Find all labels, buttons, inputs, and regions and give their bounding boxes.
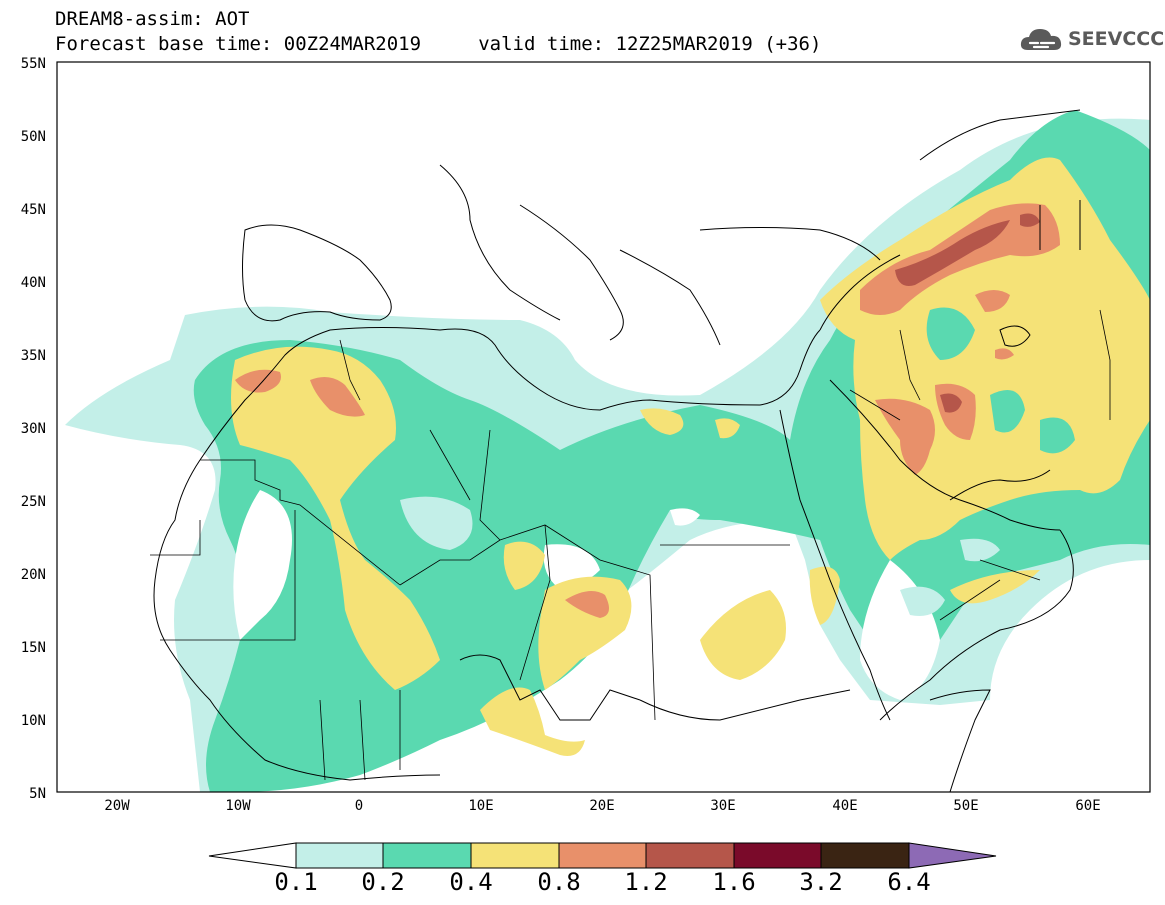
lat-label: 20N (20, 567, 46, 583)
colorbar-segment-1 (295, 842, 384, 869)
colorbar-label: 0.1 (274, 868, 318, 896)
map-frame (56, 61, 1151, 793)
lon-label: 30E (710, 798, 736, 814)
lon-label: 10W (225, 798, 251, 814)
lon-label: 20W (104, 798, 130, 814)
colorbar-segment-8 (908, 842, 997, 869)
forecast-time-line: Forecast base time: 00Z24MAR2019 valid t… (55, 33, 822, 55)
lon-label: 20E (589, 798, 615, 814)
colorbar-label: 0.8 (537, 868, 581, 896)
colorbar-label: 0.2 (361, 868, 405, 896)
colorbar-segment-0 (208, 842, 297, 869)
colorbar-segment-5 (645, 842, 735, 869)
colorbar-segment-7 (820, 842, 910, 869)
aot-fields (65, 110, 1150, 792)
colorbar-segment-3 (470, 842, 560, 869)
lon-label: 40E (832, 798, 858, 814)
map-title: DREAM8-assim: AOT (55, 8, 250, 30)
lat-label: 15N (20, 640, 46, 656)
colorbar-label: 1.2 (624, 868, 668, 896)
lat-label: 40N (20, 275, 46, 291)
colorbar-segment-2 (382, 842, 472, 869)
lat-label: 5N (29, 786, 46, 802)
cloud-icon (1020, 29, 1062, 50)
aot-band-0-2-pockets (926, 307, 1075, 454)
lat-label: 35N (20, 348, 46, 364)
colorbar (208, 842, 997, 869)
lat-label: 55N (20, 56, 46, 72)
borders (150, 309, 1111, 781)
colorbar-label: 1.6 (712, 868, 756, 896)
lat-label: 25N (20, 494, 46, 510)
lat-label: 30N (20, 421, 46, 437)
seevccc-logo: SEEVCCC (1018, 22, 1164, 56)
aot-band-0-1-pockets (400, 496, 1000, 616)
colorbar-segment-6 (733, 842, 822, 869)
lon-label: 0 (354, 798, 364, 814)
lon-label: 50E (953, 798, 979, 814)
coastlines (153, 109, 1081, 792)
aot-band-1-2 (895, 213, 1040, 413)
lat-label: 10N (20, 713, 46, 729)
lon-label: 10E (468, 798, 494, 814)
lon-label: 60E (1075, 798, 1101, 814)
lat-label: 45N (20, 202, 46, 218)
lat-label: 50N (20, 129, 46, 145)
aot-band-0-8 (235, 203, 1060, 618)
logo-text: SEEVCCC (1068, 28, 1165, 50)
colorbar-segment-4 (558, 842, 647, 869)
aot-band-0-4 (231, 157, 1150, 756)
colorbar-label: 6.4 (887, 868, 931, 896)
colorbar-label: 3.2 (799, 868, 843, 896)
colorbar-label: 0.4 (449, 868, 493, 896)
